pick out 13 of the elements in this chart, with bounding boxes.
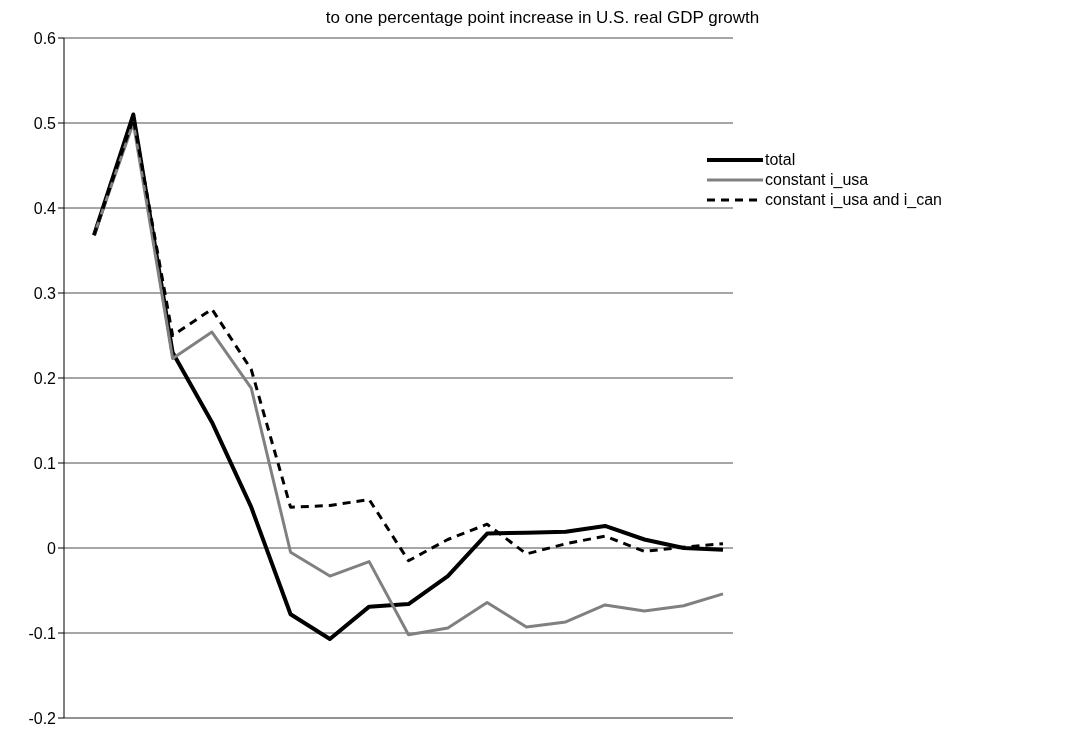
y-tick-label: 0.3: [33, 284, 57, 302]
legend-label: constant i_usa: [765, 171, 869, 189]
y-tick-label: -0.1: [28, 624, 57, 642]
chart-title: to one percentage point increase in U.S. real GDP growth: [324, 8, 761, 29]
legend-label: constant i_usa and i_can: [765, 191, 943, 209]
y-tick-label: 0.1: [33, 454, 57, 472]
y-tick-label: 0.4: [33, 199, 57, 217]
y-tick-label: 0.5: [33, 114, 57, 132]
y-tick-label: 0: [47, 539, 57, 557]
y-tick-label: -0.2: [28, 709, 57, 727]
legend-label: total: [765, 151, 796, 169]
y-tick-label: 0.2: [33, 369, 57, 387]
y-tick-label: 0.6: [33, 29, 57, 47]
